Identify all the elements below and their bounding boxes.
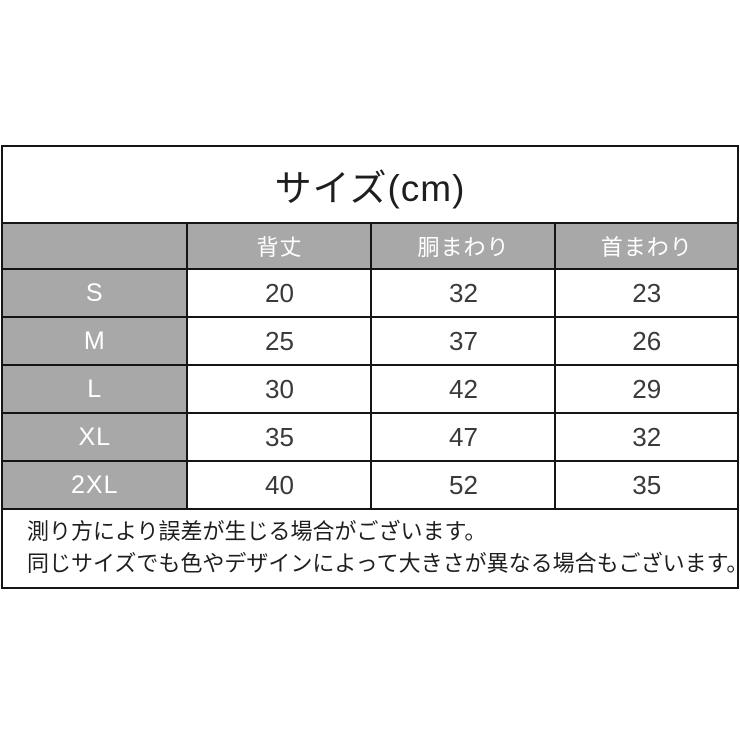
notes-row: 測り方により誤差が生じる場合がございます。 同じサイズでも色やデザインによって大… — [1, 508, 739, 589]
col-header-neck: 首まわり — [554, 222, 739, 270]
size-label: S — [0, 268, 189, 318]
value-cell: 40 — [186, 460, 373, 510]
table-row-s: S 20 32 23 — [0, 268, 739, 318]
size-label: L — [0, 364, 189, 414]
chart-title: サイズ(cm) — [1, 145, 739, 224]
title-row: サイズ(cm) — [1, 145, 739, 224]
size-chart: サイズ(cm) 背丈 胴まわり 首まわり S 20 32 23 M 25 — [0, 145, 739, 589]
value-cell: 25 — [186, 316, 373, 366]
value-cell: 35 — [186, 412, 373, 462]
col-header-size — [0, 222, 189, 270]
size-table: サイズ(cm) 背丈 胴まわり 首まわり S 20 32 23 M 25 — [0, 145, 739, 589]
notes-cell: 測り方により誤差が生じる場合がございます。 同じサイズでも色やデザインによって大… — [1, 508, 739, 589]
value-cell: 29 — [554, 364, 739, 414]
value-cell: 35 — [554, 460, 739, 510]
value-cell: 20 — [186, 268, 373, 318]
col-header-back-length: 背丈 — [186, 222, 373, 270]
table-row-m: M 25 37 26 — [0, 316, 739, 366]
size-label: XL — [0, 412, 189, 462]
col-header-girth: 胴まわり — [370, 222, 557, 270]
value-cell: 32 — [554, 412, 739, 462]
value-cell: 42 — [370, 364, 557, 414]
value-cell: 32 — [370, 268, 557, 318]
value-cell: 37 — [370, 316, 557, 366]
size-label: M — [0, 316, 189, 366]
size-label: 2XL — [0, 460, 189, 510]
value-cell: 47 — [370, 412, 557, 462]
header-row: 背丈 胴まわり 首まわり — [0, 222, 739, 270]
value-cell: 23 — [554, 268, 739, 318]
table-row-l: L 30 42 29 — [0, 364, 739, 414]
value-cell: 30 — [186, 364, 373, 414]
table-row-xl: XL 35 47 32 — [0, 412, 739, 462]
table-row-2xl: 2XL 40 52 35 — [0, 460, 739, 510]
value-cell: 52 — [370, 460, 557, 510]
value-cell: 26 — [554, 316, 739, 366]
note-line-2: 同じサイズでも色やデザインによって大きさが異なる場合もございます。 — [27, 550, 738, 576]
note-line-1: 測り方により誤差が生じる場合がございます。 — [27, 519, 487, 545]
